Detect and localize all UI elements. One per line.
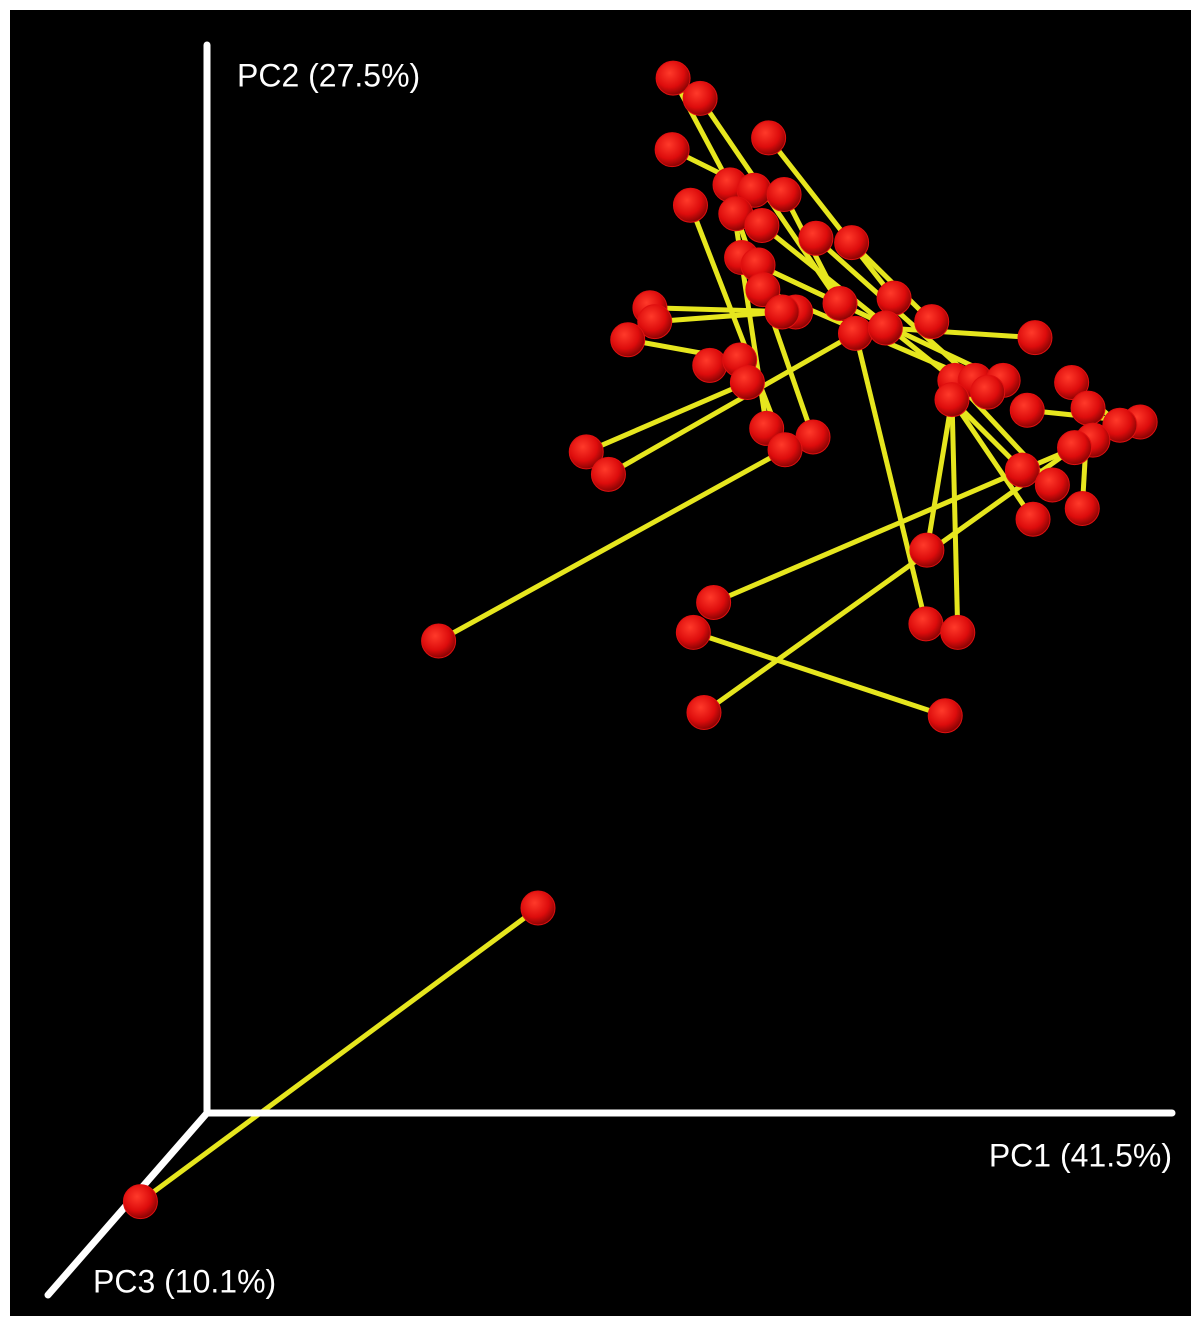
point [610,322,646,358]
point [751,120,787,156]
point [745,272,781,308]
y-axis-label: PC2 (27.5%) [237,57,420,93]
point [908,606,944,642]
point [1057,430,1093,466]
point [927,698,963,734]
point [798,220,834,256]
point [568,434,604,470]
x-axis-label: PC1 (41.5%) [989,1137,1172,1173]
point [122,1184,158,1220]
link [949,398,1036,521]
link [760,223,957,383]
link [437,447,787,644]
point [837,315,873,351]
point [1017,320,1053,356]
point [764,294,800,330]
point [934,382,970,418]
link [766,136,897,300]
point [1070,390,1106,426]
link [949,399,961,633]
point [744,207,780,243]
point [867,310,903,346]
point [1034,467,1070,503]
point [590,456,626,492]
link [692,630,947,719]
points [122,60,1158,1220]
link [670,76,733,187]
point [970,374,1006,410]
link [885,325,1036,341]
point [766,177,802,213]
link [654,309,783,325]
point [654,132,690,168]
point [1015,501,1051,537]
point [421,623,457,659]
point [686,695,722,730]
point [675,614,711,650]
point [1102,407,1138,443]
point [1054,364,1090,400]
point [655,60,691,96]
link [924,399,955,551]
link [712,467,1024,605]
point [822,285,858,321]
z-axis-label: PC3 (10.1%) [93,1263,276,1299]
link [138,905,540,1204]
plot-background [10,10,1191,1316]
point [682,80,718,116]
point [1004,452,1040,488]
point [672,187,708,223]
point [520,890,556,926]
point [1009,392,1045,428]
point [729,364,765,400]
point [940,614,976,650]
link [853,332,929,625]
link [607,331,857,477]
point [692,347,728,383]
point [876,280,912,316]
point [696,584,732,620]
point [834,225,870,261]
point [1064,491,1100,527]
point [637,304,673,340]
link [688,204,788,451]
point [767,432,803,468]
point [909,532,945,568]
link [585,380,749,455]
point [914,304,950,340]
